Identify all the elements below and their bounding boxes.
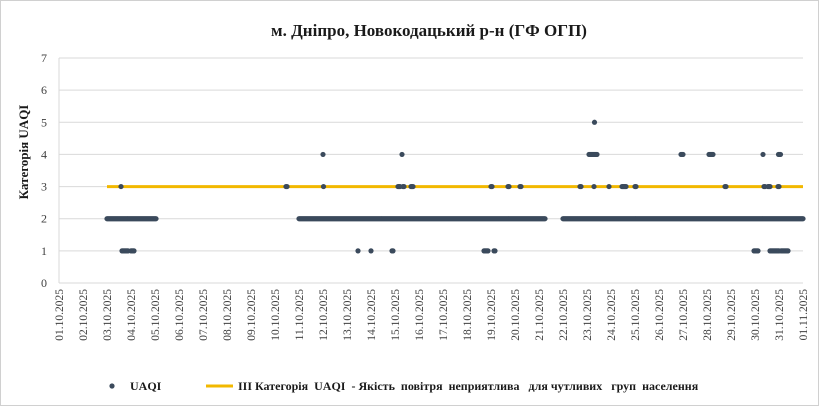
data-point	[800, 216, 806, 222]
y-tick-label: 7	[41, 51, 47, 65]
x-tick-label: 02.10.2025	[78, 289, 90, 341]
data-point	[623, 183, 629, 190]
x-tick-label: 09.10.2025	[246, 289, 258, 341]
x-tick-label: 28.10.2025	[702, 289, 714, 341]
x-tick-label: 08.10.2025	[222, 289, 234, 341]
data-point	[777, 151, 784, 158]
y-tick-label: 4	[41, 147, 47, 161]
gridlines	[58, 57, 803, 284]
x-tick-label: 15.10.2025	[390, 289, 402, 341]
x-tick-label: 14.10.2025	[366, 289, 378, 341]
data-point	[368, 248, 374, 254]
data-point	[785, 248, 791, 254]
data-point	[633, 183, 639, 190]
chart-title: м. Дніпро, Новокодацький р-н (ГФ ОГП)	[271, 21, 587, 40]
x-tick-label: 06.10.2025	[174, 289, 186, 341]
y-tick-label: 6	[41, 83, 47, 97]
data-point	[591, 119, 598, 125]
data-point	[767, 183, 773, 190]
data-point	[518, 183, 524, 190]
x-tick-label: 27.10.2025	[678, 289, 690, 341]
x-tick-labels: 01.10.2025 02.10.2025 03.10.2025 04.10.2025…	[54, 289, 810, 341]
data-point	[594, 151, 600, 158]
x-tick-label: 31.10.2025	[774, 289, 786, 341]
data-point	[284, 183, 290, 190]
data-point	[542, 216, 548, 222]
data-point	[723, 183, 729, 190]
data-point	[131, 248, 137, 254]
data-point	[410, 183, 416, 190]
uaqi-points	[104, 119, 806, 254]
x-tick-label: 07.10.2025	[198, 289, 210, 341]
data-point	[355, 248, 361, 254]
data-point	[153, 216, 159, 222]
data-point	[489, 183, 495, 190]
y-tick-labels: 0 1 2 3 4 5 6 7	[41, 51, 47, 290]
data-point	[680, 151, 686, 158]
x-tick-label: 13.10.2025	[342, 289, 354, 341]
x-tick-label: 16.10.2025	[414, 289, 426, 341]
data-point	[506, 183, 512, 190]
x-tick-label: 30.10.2025	[750, 289, 762, 341]
legend-uaqi-label: UAQI	[130, 379, 162, 393]
x-tick-label: 20.10.2025	[510, 289, 522, 341]
data-point	[776, 183, 782, 190]
legend: UAQI ІІІ Категорія UAQI - Якість повітря…	[109, 379, 699, 393]
x-tick-label: 22.10.2025	[558, 289, 570, 341]
data-point	[710, 151, 716, 158]
y-tick-label: 0	[41, 276, 47, 290]
x-tick-label: 10.10.2025	[270, 289, 282, 341]
data-point	[492, 248, 498, 254]
data-point	[118, 183, 124, 190]
data-point	[760, 151, 766, 158]
data-point	[320, 151, 326, 158]
x-tick-label: 17.10.2025	[438, 289, 450, 341]
x-tick-label: 26.10.2025	[654, 289, 666, 341]
data-point	[578, 183, 584, 190]
data-point	[401, 183, 407, 190]
x-tick-label: 11.10.2025	[294, 289, 306, 341]
x-tick-label: 24.10.2025	[606, 289, 618, 341]
x-tick-label: 03.10.2025	[102, 289, 114, 341]
x-tick-label: 21.10.2025	[534, 289, 546, 341]
x-tick-label: 12.10.2025	[318, 289, 330, 341]
y-axis-label: Категорія UAQI	[16, 105, 31, 200]
data-point	[591, 183, 597, 190]
data-point	[320, 183, 327, 190]
x-tick-label: 18.10.2025	[462, 289, 474, 341]
x-tick-label: 01.11.2025	[798, 289, 810, 341]
y-tick-label: 1	[41, 244, 47, 258]
x-tick-label: 05.10.2025	[150, 289, 162, 341]
y-tick-label: 3	[41, 180, 47, 194]
y-tick-label: 2	[41, 212, 47, 226]
x-tick-label: 29.10.2025	[726, 289, 738, 341]
x-tick-label: 25.10.2025	[630, 289, 642, 341]
legend-uaqi-marker	[109, 383, 115, 389]
data-point	[399, 151, 405, 158]
data-point	[606, 183, 612, 190]
y-tick-label: 5	[41, 115, 47, 129]
data-point	[390, 248, 396, 254]
data-point	[755, 248, 761, 254]
x-tick-label: 04.10.2025	[126, 289, 138, 341]
x-tick-label: 01.10.2025	[54, 289, 66, 341]
x-tick-label: 19.10.2025	[486, 289, 498, 341]
x-tick-label: 23.10.2025	[582, 289, 594, 341]
legend-threshold-label: ІІІ Категорія UAQI - Якість повітря непр…	[238, 379, 699, 393]
data-point	[485, 248, 491, 254]
